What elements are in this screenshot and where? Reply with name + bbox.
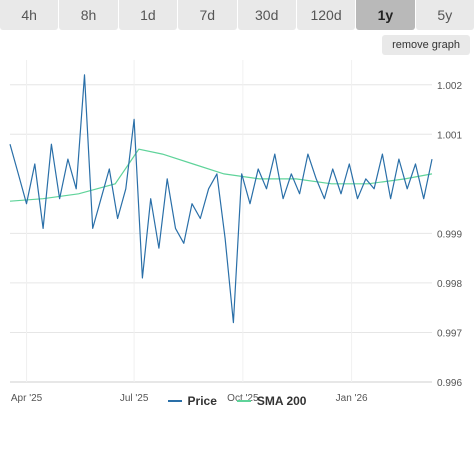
sma-200-line xyxy=(9,148,433,202)
sma-swatch-icon xyxy=(236,400,251,402)
tab-1d[interactable]: 1d xyxy=(118,0,178,30)
x-tick-label: Jan '26 xyxy=(336,393,368,404)
y-tick-label: 0.999 xyxy=(437,229,462,240)
time-range-tabs: 4h 8h 1d 7d 30d 120d 1y 5y xyxy=(0,0,474,30)
y-tick-label: 1.001 xyxy=(437,130,462,141)
tab-7d[interactable]: 7d xyxy=(178,0,237,30)
y-tick-label: 0.996 xyxy=(437,378,462,389)
price-line xyxy=(9,74,433,324)
tab-8h[interactable]: 8h xyxy=(59,0,118,30)
legend-item-sma[interactable]: SMA 200 xyxy=(236,394,307,408)
x-tick-label: Apr '25 xyxy=(11,393,43,404)
y-tick-label: 0.998 xyxy=(437,279,462,290)
legend-label-price: Price xyxy=(187,394,217,408)
y-tick-label: 0.997 xyxy=(437,328,462,339)
tab-30d[interactable]: 30d xyxy=(237,0,296,30)
legend: Price SMA 200 xyxy=(0,392,474,410)
y-tick-label: 1.002 xyxy=(437,81,462,92)
legend-item-price[interactable]: Price xyxy=(167,394,217,408)
tab-120d[interactable]: 120d xyxy=(296,0,356,30)
tab-5y[interactable]: 5y xyxy=(415,0,474,30)
price-swatch-icon xyxy=(167,400,182,402)
x-tick-label: Jul '25 xyxy=(120,393,149,404)
x-tick-label: Oct '25 xyxy=(227,393,259,404)
remove-graph-button[interactable]: remove graph xyxy=(382,35,470,55)
tab-4h[interactable]: 4h xyxy=(0,0,59,30)
tab-1y[interactable]: 1y xyxy=(356,0,415,30)
legend-label-sma: SMA 200 xyxy=(256,394,307,408)
